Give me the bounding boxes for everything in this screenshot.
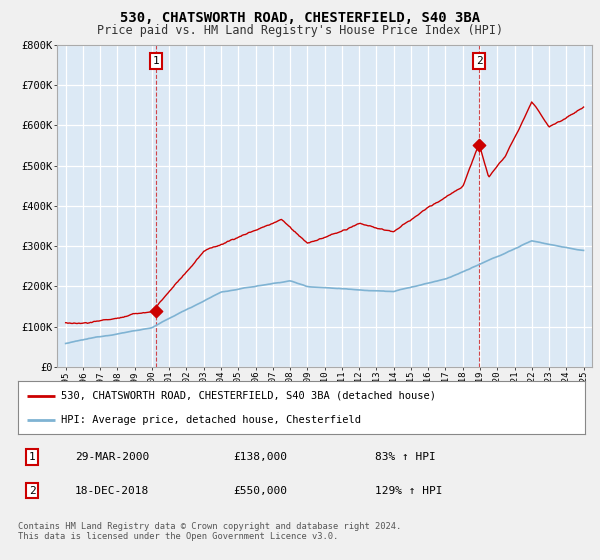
Text: 83% ↑ HPI: 83% ↑ HPI [375,452,436,462]
Text: 29-MAR-2000: 29-MAR-2000 [75,452,149,462]
Text: Contains HM Land Registry data © Crown copyright and database right 2024.
This d: Contains HM Land Registry data © Crown c… [18,522,401,542]
Text: £138,000: £138,000 [233,452,287,462]
Text: Price paid vs. HM Land Registry's House Price Index (HPI): Price paid vs. HM Land Registry's House … [97,24,503,37]
Text: 530, CHATSWORTH ROAD, CHESTERFIELD, S40 3BA: 530, CHATSWORTH ROAD, CHESTERFIELD, S40 … [120,11,480,25]
Point [475,141,484,150]
Text: 2: 2 [29,486,35,496]
Text: 1: 1 [29,452,35,462]
Point [151,307,161,316]
Text: 530, CHATSWORTH ROAD, CHESTERFIELD, S40 3BA (detached house): 530, CHATSWORTH ROAD, CHESTERFIELD, S40 … [61,391,436,401]
Text: 2: 2 [476,56,482,66]
Text: £550,000: £550,000 [233,486,287,496]
Text: 1: 1 [152,56,159,66]
Text: 129% ↑ HPI: 129% ↑ HPI [375,486,443,496]
Text: HPI: Average price, detached house, Chesterfield: HPI: Average price, detached house, Ches… [61,414,361,424]
Text: 18-DEC-2018: 18-DEC-2018 [75,486,149,496]
